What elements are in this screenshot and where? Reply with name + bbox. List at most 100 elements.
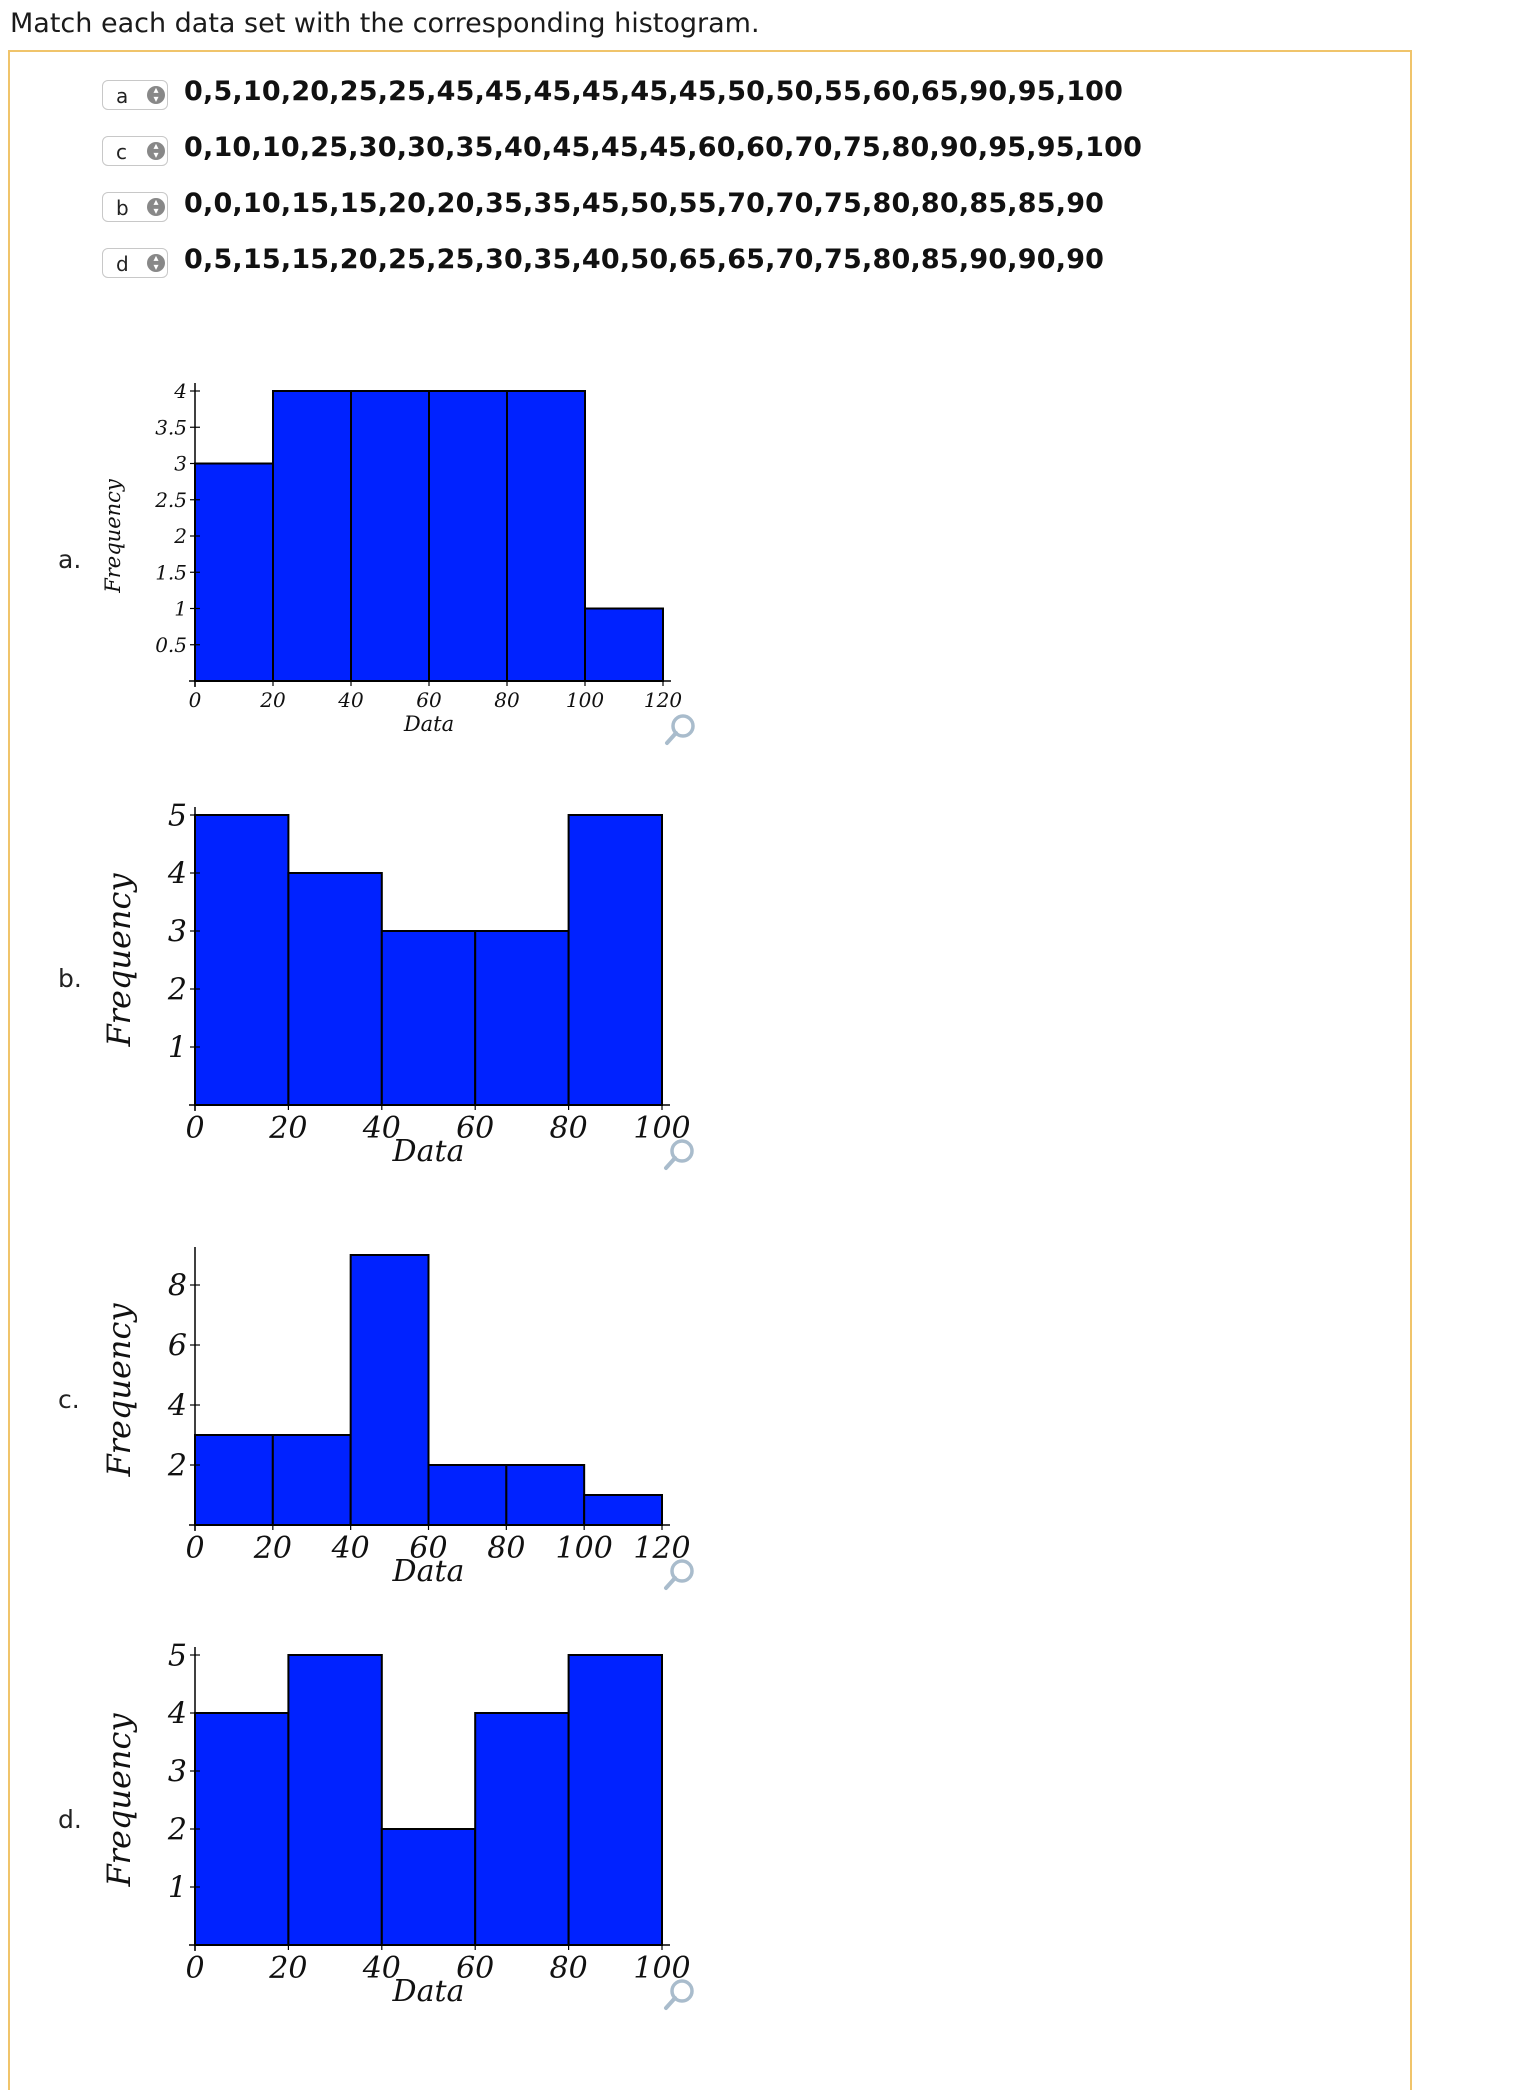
zoom-icon-lens [670,1979,694,2003]
question-prompt: Match each data set with the correspondi… [10,8,760,39]
histogram-bar [428,390,508,682]
y-tick-label: 0.5 [155,633,187,657]
match-select-3[interactable]: b ▴ ▾ [102,192,168,222]
x-tick-label: 20 [253,1531,292,1566]
x-tick-label: 20 [268,1111,307,1146]
zoom-icon-lens [671,714,695,738]
y-tick-label: 3 [168,1755,187,1790]
zoom-icon-handle [665,731,678,745]
match-select-4[interactable]: d ▴ ▾ [102,248,168,278]
select-value: d [116,252,129,276]
y-tick-label: 1.5 [155,560,187,584]
y-tick-label: 3 [168,915,187,950]
histogram-bar [194,462,274,682]
y-axis-title: Frequency [100,873,138,1048]
y-tick-label: 5 [168,799,187,834]
y-tick-label: 4 [167,1697,187,1732]
histogram-bar [194,1434,274,1526]
histogram-bar [583,1494,664,1526]
histogram-bar [287,872,383,1106]
x-tick-label: 100 [556,1531,613,1566]
histogram-bar [584,607,664,682]
histogram-bar [350,390,430,682]
select-value: c [116,140,127,164]
zoom-icon[interactable] [664,1979,694,2010]
y-axis-title: Frequency [100,1713,138,1888]
x-tick-label: 120 [644,688,682,712]
histogram-bar [474,930,570,1106]
x-tick-label: 60 [456,1951,494,1986]
zoom-icon-handle [664,1156,677,1170]
y-tick-label: 4 [167,857,187,892]
x-tick-label: 40 [331,1531,370,1566]
histogram-label-a: a. [58,545,82,574]
y-tick-label: 2.5 [154,488,187,512]
y-tick-label: 5 [168,1639,187,1674]
dataset-text: 0,5,10,20,25,25,45,45,45,45,45,45,50,50,… [184,76,1124,107]
y-tick-label: 2 [173,524,187,548]
dataset-text: 0,10,10,25,30,30,35,40,45,45,45,60,60,70… [184,132,1143,163]
y-tick-label: 3.5 [155,415,187,439]
x-tick-label: 60 [409,1531,447,1566]
select-arrows-icon: ▴ ▾ [147,86,165,105]
zoom-icon[interactable] [664,1139,694,1170]
y-tick-label: 2 [167,1813,187,1848]
histogram-bar [272,390,352,682]
histogram-bar [474,1712,570,1946]
histogram-label-b: b. [58,964,82,993]
x-axis-title: Data [392,1554,465,1589]
histogram-label-c: c. [58,1385,80,1414]
histogram-bar [567,1654,663,1946]
histogram-bar [349,1254,430,1526]
zoom-icon-handle [664,1576,677,1590]
zoom-icon-handle [664,1996,677,2010]
x-tick-label: 0 [185,1951,204,1986]
zoom-icon-lens [670,1139,694,1163]
zoom-icon-lens [670,1559,694,1583]
y-tick-label: 1 [174,597,187,621]
x-tick-label: 80 [550,1951,588,1986]
match-select-1[interactable]: a ▴ ▾ [102,80,168,110]
histogram-bar [380,930,477,1106]
histogram-bar [287,1654,383,1946]
select-value: b [116,196,129,220]
x-tick-label: 0 [185,1111,204,1146]
x-tick-label: 100 [566,688,604,712]
x-tick-label: 40 [362,1951,401,1986]
x-tick-label: 20 [268,1951,307,1986]
x-tick-label: 0 [185,1531,204,1566]
y-tick-label: 6 [168,1329,187,1364]
dataset-text: 0,0,10,15,15,20,20,35,35,45,50,55,70,70,… [184,188,1105,219]
y-tick-label: 4 [167,1389,187,1424]
question-panel [8,50,1412,2090]
x-tick-label: 40 [362,1111,401,1146]
y-tick-label: 1 [168,1031,187,1066]
zoom-icon[interactable] [665,714,695,745]
histogram-bar [506,390,586,682]
histogram-a: 0 20 40 60 80 100 120 0.5 1 1.5 2 2.5 3 3.5 4 Data Frequ… [101,379,695,745]
y-tick-label: 1 [168,1871,187,1906]
x-axis-title: Data [392,1134,465,1169]
match-select-2[interactable]: c ▴ ▾ [102,136,168,166]
y-tick-label: 2 [167,973,187,1008]
histogram-bar [567,814,663,1106]
x-tick-label: 60 [456,1111,494,1146]
histogram-bar [194,1712,290,1946]
y-tick-label: 4 [173,379,187,403]
y-axis-title: Frequency [100,1303,138,1478]
x-tick-label: 60 [416,688,442,712]
x-axis-title: Data [403,712,454,736]
select-value: a [116,84,129,108]
dataset-text: 0,5,15,15,20,25,25,30,35,40,50,65,65,70,… [184,244,1105,275]
x-tick-label: 80 [550,1111,588,1146]
x-axis-title: Data [392,1974,465,2009]
x-tick-label: 40 [337,688,364,712]
zoom-icon[interactable] [664,1559,694,1590]
y-axis-title: Frequency [101,478,125,594]
x-tick-label: 20 [259,688,286,712]
select-arrows-icon: ▴ ▾ [147,198,165,217]
histogram-bar [271,1434,352,1526]
